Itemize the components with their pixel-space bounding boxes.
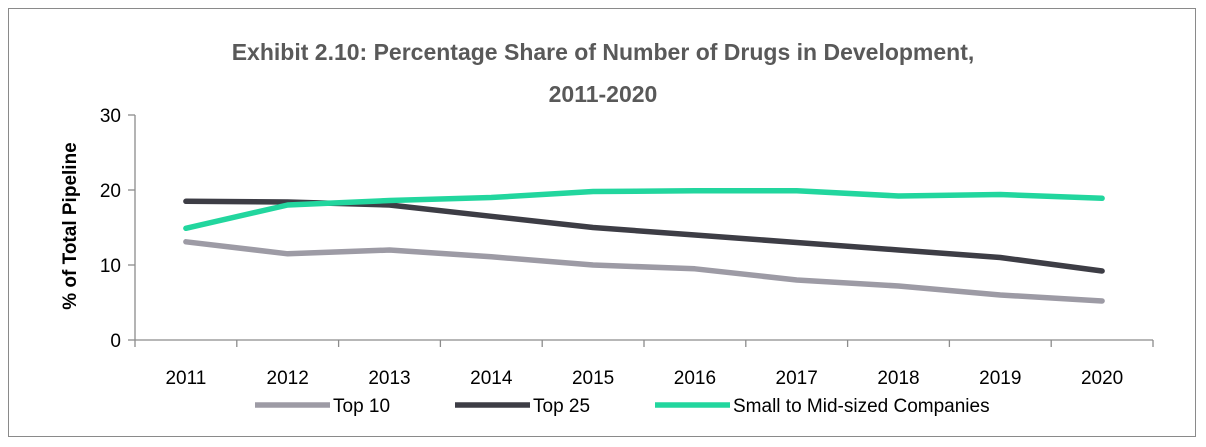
y-tick-label: 30 [100,106,121,127]
series-line-1 [183,239,1105,304]
x-tick-label: 2019 [979,368,1021,389]
y-tick-label: 0 [110,331,121,352]
x-tick-label: 2011 [165,368,206,389]
chart-title-line-1: Exhibit 2.10: Percentage Share of Number… [232,39,975,65]
x-tick-label: 2020 [1081,368,1123,389]
legend: Top 10 Top 25 Small to Mid-sized Companies [255,396,990,417]
legend-label-2: Top 25 [533,396,590,417]
series-line-2 [183,198,1105,274]
x-tick-label: 2018 [877,368,919,389]
x-tick-label: 2016 [674,368,716,389]
y-tick-label: 20 [100,181,121,202]
x-tick-label: 2015 [572,368,614,389]
series-lines [183,188,1105,304]
y-tick-label: 10 [100,256,121,277]
legend-label-3: Small to Mid-sized Companies [733,396,990,417]
series-line-3 [183,188,1105,232]
x-tick-label: 2017 [776,368,818,389]
legend-label-1: Top 10 [333,396,390,417]
x-tick-label: 2012 [267,368,309,389]
x-tick-label: 2013 [368,368,410,389]
axes: 0 10 20 30 2011 2012 2013 2014 2015 2016 2017 2018 2… [100,106,1154,389]
x-tick-label: 2014 [470,368,513,389]
chart-title-line-2: 2011-2020 [549,81,658,107]
y-axis-label: % of Total Pipeline [60,142,81,310]
